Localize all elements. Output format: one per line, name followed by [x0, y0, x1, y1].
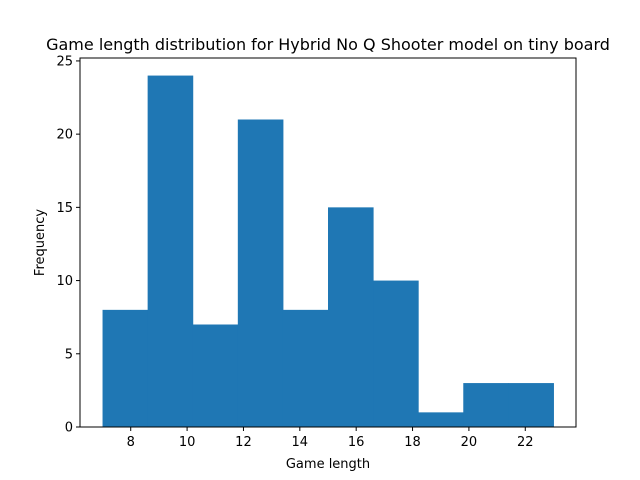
bars-group [102, 75, 554, 428]
x-axis: 8 10 12 14 16 18 20 22 [127, 427, 534, 450]
y-tick-label: 15 [56, 201, 73, 216]
y-axis: 0 5 10 15 20 25 [56, 54, 80, 436]
x-axis-label: Game length [286, 457, 370, 472]
y-tick-label: 20 [56, 128, 73, 143]
y-tick-label: 0 [65, 421, 73, 436]
histogram-bar [328, 207, 374, 427]
x-tick-label: 20 [461, 435, 478, 450]
histogram-bar [237, 119, 284, 427]
x-tick-label: 12 [235, 435, 252, 450]
y-tick-label: 10 [56, 274, 73, 289]
chart-title: Game length distribution for Hybrid No Q… [46, 35, 610, 54]
x-tick-label: 14 [292, 435, 309, 450]
histogram-bar [463, 383, 509, 427]
x-tick-label: 8 [127, 435, 135, 450]
x-tick-label: 10 [179, 435, 196, 450]
histogram-bar [282, 309, 329, 427]
plot-frame [79, 57, 577, 428]
histogram-bar [192, 324, 239, 427]
y-axis-label: Frequency [33, 209, 48, 276]
histogram-bar [373, 280, 419, 427]
histogram-bar [418, 412, 464, 427]
histogram-bar [508, 383, 554, 427]
histogram-bar [147, 75, 194, 428]
x-tick-label: 22 [517, 435, 534, 450]
x-tick-label: 16 [348, 435, 365, 450]
x-tick-label: 18 [404, 435, 421, 450]
y-tick-label: 25 [56, 54, 73, 69]
histogram-bar [102, 309, 149, 427]
y-tick-label: 5 [65, 347, 73, 362]
